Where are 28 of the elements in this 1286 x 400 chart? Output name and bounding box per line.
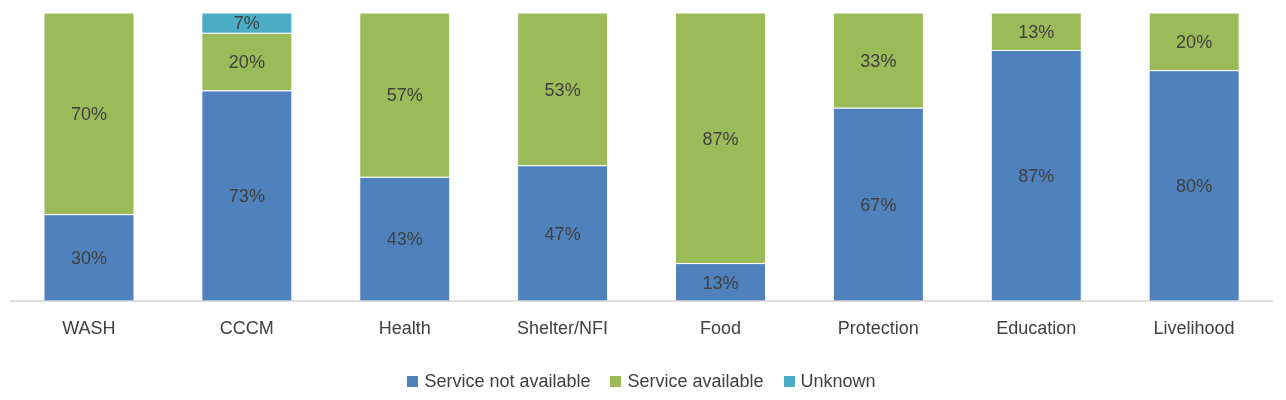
data-label: 20%: [1176, 32, 1213, 53]
data-label: 13%: [702, 272, 739, 293]
x-tick-label: CCCM: [219, 317, 274, 338]
data-label: 70%: [70, 104, 108, 125]
data-label: 33%: [860, 50, 897, 71]
x-tick-label: Education: [996, 317, 1077, 338]
data-label: 87%: [1018, 166, 1055, 187]
data-label: 7%: [233, 13, 260, 34]
data-label: 47%: [544, 223, 581, 244]
data-label: 30%: [70, 248, 108, 269]
data-label: 80%: [1176, 176, 1213, 197]
x-tick-label: Livelihood: [1153, 317, 1235, 338]
data-label: 73%: [228, 186, 265, 207]
x-tick-label: Health: [378, 317, 431, 338]
x-tick-label: WASH: [62, 317, 116, 338]
legend-label: Service not available: [423, 371, 591, 392]
data-label: 53%: [544, 79, 581, 100]
data-label: 57%: [386, 85, 423, 106]
legend-label: Unknown: [799, 371, 876, 392]
data-label: 87%: [702, 128, 739, 149]
data-label: 67%: [860, 194, 897, 215]
data-label: 13%: [1018, 22, 1055, 43]
x-tick-label: Food: [699, 317, 741, 338]
data-label: 43%: [386, 229, 423, 250]
x-tick-label: Shelter/NFI: [517, 317, 609, 338]
data-label: 20%: [228, 52, 265, 73]
legend-label: Service available: [626, 371, 764, 392]
x-tick-label: Protection: [837, 317, 919, 338]
